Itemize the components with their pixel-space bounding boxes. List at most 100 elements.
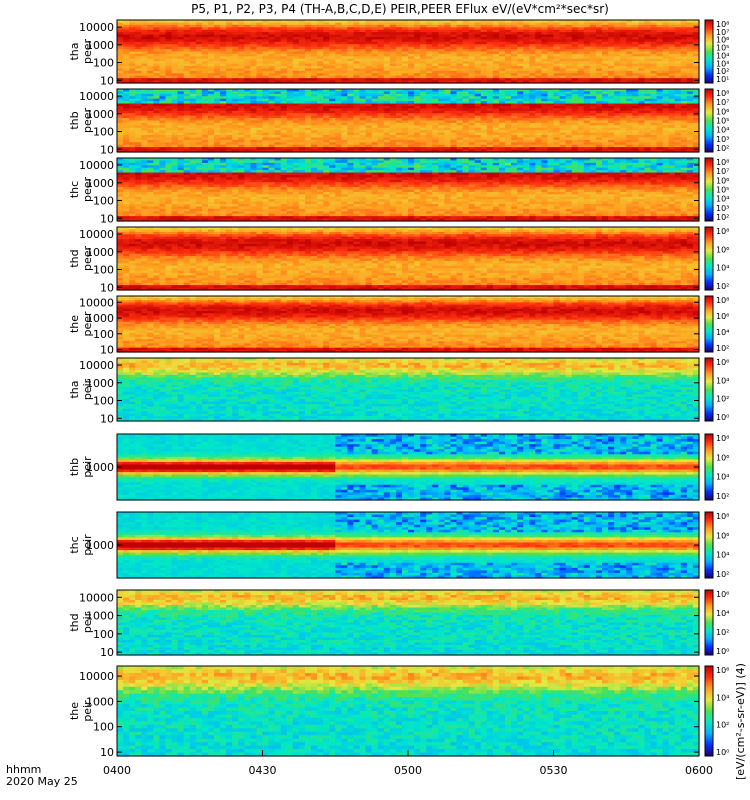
- heat-cell: [274, 20, 282, 24]
- heat-cell: [583, 39, 591, 43]
- heat-cell: [123, 44, 130, 48]
- heat-cell: [256, 24, 264, 28]
- heat-cell: [171, 113, 179, 117]
- heat-cell: [535, 122, 542, 126]
- heat-cell: [486, 56, 494, 60]
- heat-cell: [335, 105, 342, 109]
- heat-cell: [632, 101, 639, 105]
- heat-cell: [286, 73, 294, 77]
- heat-cell: [141, 39, 148, 43]
- heat-cell: [420, 24, 427, 28]
- heat-cell: [644, 101, 652, 105]
- heat-cell: [226, 120, 233, 124]
- heat-cell: [571, 39, 579, 43]
- heat-cell: [523, 46, 530, 50]
- heat-cell: [414, 89, 421, 93]
- heat-cell: [401, 78, 409, 82]
- heat-cell: [638, 58, 646, 62]
- heat-cell: [207, 56, 215, 60]
- heat-cell: [662, 93, 670, 97]
- heat-cell: [505, 46, 512, 50]
- heat-cell: [602, 36, 609, 40]
- heat-cell: [341, 56, 348, 60]
- heat-cell: [450, 70, 458, 74]
- heat-cell: [492, 118, 500, 122]
- heat-cell: [359, 68, 367, 72]
- heat-cell: [298, 29, 306, 33]
- heat-cell: [286, 110, 294, 114]
- heat-cell: [238, 61, 245, 65]
- heat-cell: [298, 70, 306, 74]
- heat-cell: [541, 58, 549, 62]
- heat-cell: [207, 41, 215, 45]
- heat-cell: [238, 36, 245, 40]
- heat-cell: [523, 120, 530, 124]
- heat-cell: [371, 103, 379, 107]
- heat-cell: [547, 32, 555, 36]
- heat-cell: [238, 51, 245, 55]
- heat-cell: [565, 32, 573, 36]
- heat-cell: [517, 78, 524, 82]
- heat-cell: [292, 63, 300, 67]
- heat-cell: [541, 53, 549, 57]
- heat-cell: [401, 75, 409, 79]
- heat-cell: [395, 115, 403, 119]
- heat-cell: [547, 93, 555, 97]
- heat-cell: [553, 108, 561, 112]
- heat-cell: [129, 29, 136, 33]
- heat-cell: [286, 113, 294, 117]
- heat-cell: [583, 61, 591, 65]
- heat-cell: [335, 78, 342, 82]
- heat-cell: [389, 122, 397, 126]
- heat-cell: [450, 96, 458, 100]
- heat-cell: [432, 68, 439, 72]
- heat-cell: [365, 51, 373, 55]
- heat-cell: [159, 73, 167, 77]
- heat-cell: [341, 61, 348, 65]
- heat-cell: [268, 34, 276, 38]
- heat-cell: [656, 66, 664, 70]
- heat-cell: [486, 101, 494, 105]
- heat-cell: [280, 70, 288, 74]
- heat-cell: [529, 78, 536, 82]
- heat-cell: [668, 63, 676, 67]
- heat-cell: [250, 103, 258, 107]
- heat-cell: [383, 53, 391, 57]
- heat-cell: [492, 91, 500, 95]
- heat-cell: [268, 66, 276, 70]
- heat-cell: [523, 61, 530, 65]
- heat-cell: [141, 22, 148, 26]
- heat-cell: [517, 34, 524, 38]
- heat-cell: [656, 41, 664, 45]
- heat-cell: [426, 34, 433, 38]
- heat-cell: [268, 39, 276, 43]
- heat-cell: [365, 58, 373, 62]
- heat-cell: [462, 70, 470, 74]
- heat-cell: [311, 39, 318, 43]
- heat-cell: [280, 53, 288, 57]
- heat-cell: [565, 41, 573, 45]
- heat-cell: [323, 93, 330, 97]
- heat-cell: [492, 20, 500, 24]
- heat-cell: [480, 98, 488, 102]
- heat-cell: [335, 113, 342, 117]
- heat-cell: [207, 49, 215, 53]
- heat-cell: [147, 93, 154, 97]
- heat-cell: [323, 120, 330, 124]
- heat-cell: [474, 36, 482, 40]
- heat-cell: [498, 91, 506, 95]
- heat-cell: [541, 61, 549, 65]
- heat-cell: [529, 20, 536, 24]
- heat-cell: [256, 118, 264, 122]
- heat-cell: [123, 110, 130, 114]
- heat-cell: [577, 36, 585, 40]
- heat-cell: [286, 91, 294, 95]
- heat-cell: [450, 32, 458, 36]
- heat-cell: [444, 63, 452, 67]
- heat-cell: [614, 96, 621, 100]
- heat-cell: [541, 101, 549, 105]
- heat-cell: [147, 75, 154, 79]
- heat-cell: [365, 68, 373, 72]
- heat-cell: [577, 22, 585, 26]
